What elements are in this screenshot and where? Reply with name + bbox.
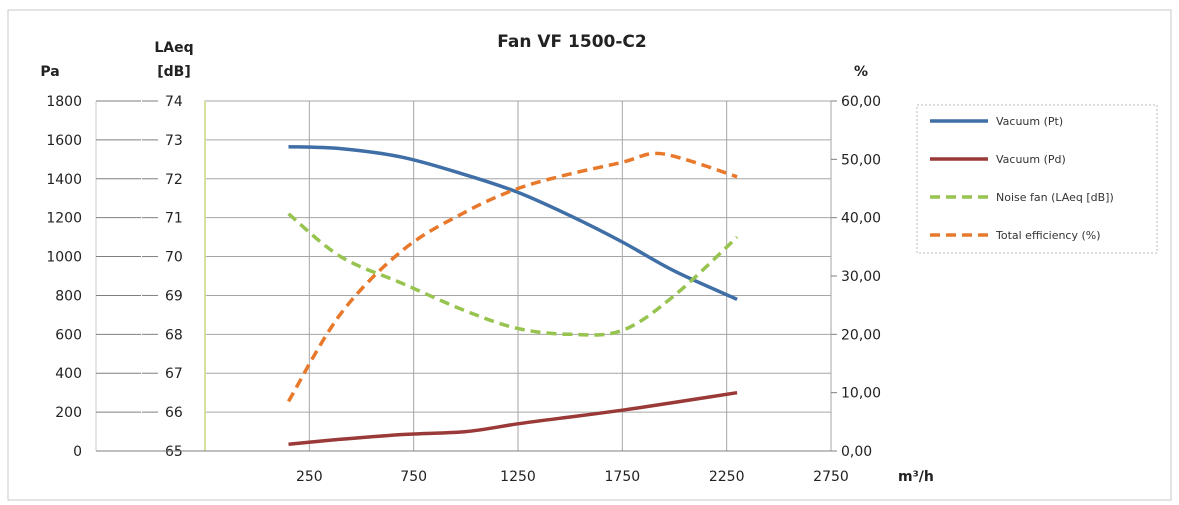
- laeq-tick-label: 73: [165, 133, 183, 149]
- axes: 0 200 400 600 800 1000 1200 1400 1600 1800 65 66 67 6…: [46, 94, 881, 485]
- x-tick-label: 2250: [709, 469, 745, 485]
- pa-tick-label: 1600: [46, 133, 82, 149]
- laeq-tick-label: 70: [165, 250, 183, 266]
- pa-tick-label: 1000: [46, 250, 82, 266]
- pa-tick-label: 1400: [46, 172, 82, 188]
- laeq-tick-label: 69: [165, 288, 183, 304]
- pa-tick-label: 400: [55, 366, 82, 382]
- legend-label-vacuum-pt: Vacuum (Pt): [996, 115, 1063, 128]
- laeq-tick-label: 67: [165, 366, 183, 382]
- x-axis-label: m³/h: [898, 469, 934, 485]
- series-line-vacuum-pt: [288, 144, 738, 301]
- laeq-tick-label: 65: [165, 444, 183, 460]
- legend-box: [916, 104, 1158, 254]
- laeq-tick-label: 74: [165, 94, 183, 110]
- x-tick-label: 1250: [500, 469, 536, 485]
- percent-tick-label: 40,00: [841, 211, 881, 227]
- laeq-tick-label: 72: [165, 172, 183, 188]
- legend-label-total-efficiency: Total efficiency (%): [995, 229, 1101, 242]
- percent-tick-label: 60,00: [841, 94, 881, 110]
- pa-tick-label: 800: [55, 288, 82, 304]
- series-line-total-efficiency: [286, 151, 738, 403]
- percent-tick-label: 30,00: [841, 269, 881, 285]
- legend: Vacuum (Pt) Vacuum (Pd) Noise fan (LAeq [d…: [916, 104, 1158, 254]
- legend-label-noise-fan-laeq-db: Noise fan (LAeq [dB]): [996, 191, 1114, 204]
- percent-axis-label: %: [854, 64, 868, 80]
- pa-tick-label: 200: [55, 405, 82, 421]
- pa-axis-label: Pa: [40, 64, 59, 80]
- x-tick-label: 2750: [813, 469, 849, 485]
- laeq-tick-label: 68: [165, 327, 183, 343]
- legend-items: Vacuum (Pt) Vacuum (Pd) Noise fan (LAeq [d…: [930, 115, 1114, 242]
- laeq-axis-label-line2: [dB]: [157, 64, 191, 80]
- chart-title: Fan VF 1500-C2: [497, 32, 646, 52]
- series-line-noise-fan-laeq-db: [287, 212, 739, 337]
- percent-tick-label: 20,00: [841, 327, 881, 343]
- x-tick-label: 1750: [605, 469, 641, 485]
- series-line-vacuum-pd: [288, 390, 738, 446]
- legend-label-vacuum-pd: Vacuum (Pd): [996, 153, 1066, 166]
- pa-tick-label: 600: [55, 327, 82, 343]
- percent-tick-label: 10,00: [841, 386, 881, 402]
- pa-tick-label: 1800: [46, 94, 82, 110]
- percent-tick-label: 50,00: [841, 152, 881, 168]
- x-tick-label: 750: [400, 469, 427, 485]
- series-lines: [286, 144, 739, 446]
- laeq-tick-label: 66: [165, 405, 183, 421]
- pa-tick-label: 0: [73, 444, 82, 460]
- x-tick-label: 250: [296, 469, 323, 485]
- pa-tick-label: 1200: [46, 211, 82, 227]
- laeq-tick-label: 71: [165, 211, 183, 227]
- laeq-axis-label-line1: LAeq: [154, 40, 193, 56]
- percent-tick-label: 0,00: [841, 444, 872, 460]
